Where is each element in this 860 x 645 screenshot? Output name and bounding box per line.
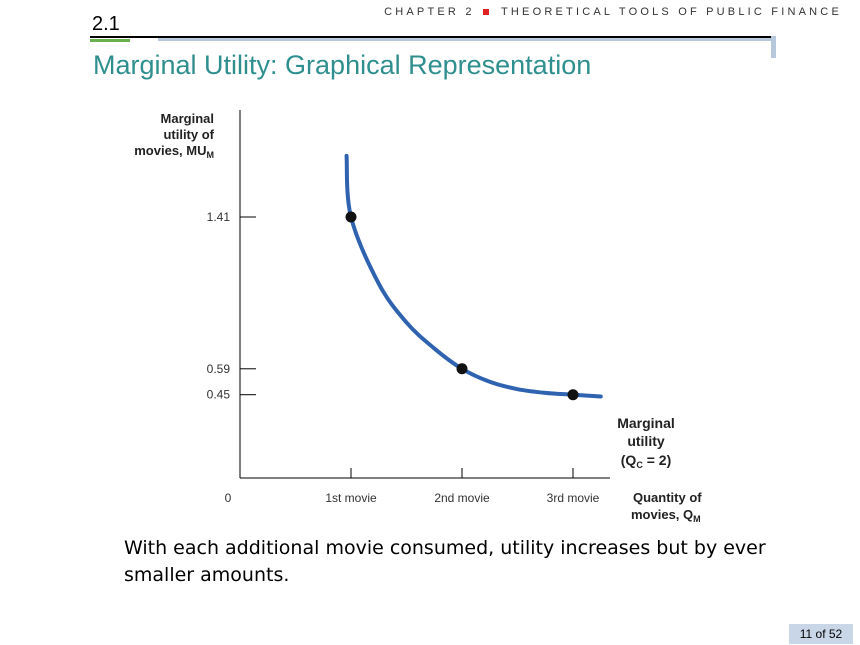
x-axis-label-line-1: movies, QM xyxy=(631,507,701,524)
y-tick-label-1: 0.59 xyxy=(207,362,231,376)
data-point-0 xyxy=(345,211,357,223)
slide-caption: With each additional movie consumed, uti… xyxy=(124,537,766,586)
y-tick-label-2: 0.45 xyxy=(207,388,231,402)
marginal-utility-curve xyxy=(344,153,603,399)
section-number-underline xyxy=(90,39,130,42)
header-accent-rule xyxy=(158,38,775,41)
origin-label: 0 xyxy=(225,491,232,505)
x-tick-label-1: 2nd movie xyxy=(434,491,490,505)
chapter-header: CHAPTER 2 THEORETICAL TOOLS OF PUBLIC FI… xyxy=(384,6,842,18)
slide-title: Marginal Utility: Graphical Representati… xyxy=(93,50,592,80)
x-tick-label-2: 3rd movie xyxy=(547,491,600,505)
data-point-1 xyxy=(456,363,468,375)
x-tick-label-0: 1st movie xyxy=(325,491,377,505)
data-point-2 xyxy=(567,389,579,401)
y-axis-label-line-1: utility of xyxy=(163,127,214,142)
chapter-label: CHAPTER 2 xyxy=(384,6,475,18)
series-label-line-1: utility xyxy=(627,433,665,449)
y-axis-label-line-2: movies, MUM xyxy=(134,143,214,160)
x-axis-label-line-0: Quantity of xyxy=(633,490,702,505)
series-label-line-0: Marginal xyxy=(617,415,675,431)
series-label-line-2: (QC = 2) xyxy=(621,452,671,470)
page-number: 11 of 52 xyxy=(789,624,853,644)
bullet-square-icon xyxy=(482,8,489,15)
header-rule xyxy=(90,36,775,38)
header-accent-drop xyxy=(771,36,776,58)
section-number: 2.1 xyxy=(92,13,120,35)
chapter-title: THEORETICAL TOOLS OF PUBLIC FINANCE xyxy=(500,6,842,18)
y-tick-label-0: 1.41 xyxy=(207,210,231,224)
y-axis-label-line-0: Marginal xyxy=(161,111,214,126)
